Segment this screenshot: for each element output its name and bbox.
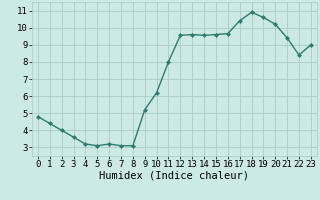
X-axis label: Humidex (Indice chaleur): Humidex (Indice chaleur) [100, 171, 249, 181]
